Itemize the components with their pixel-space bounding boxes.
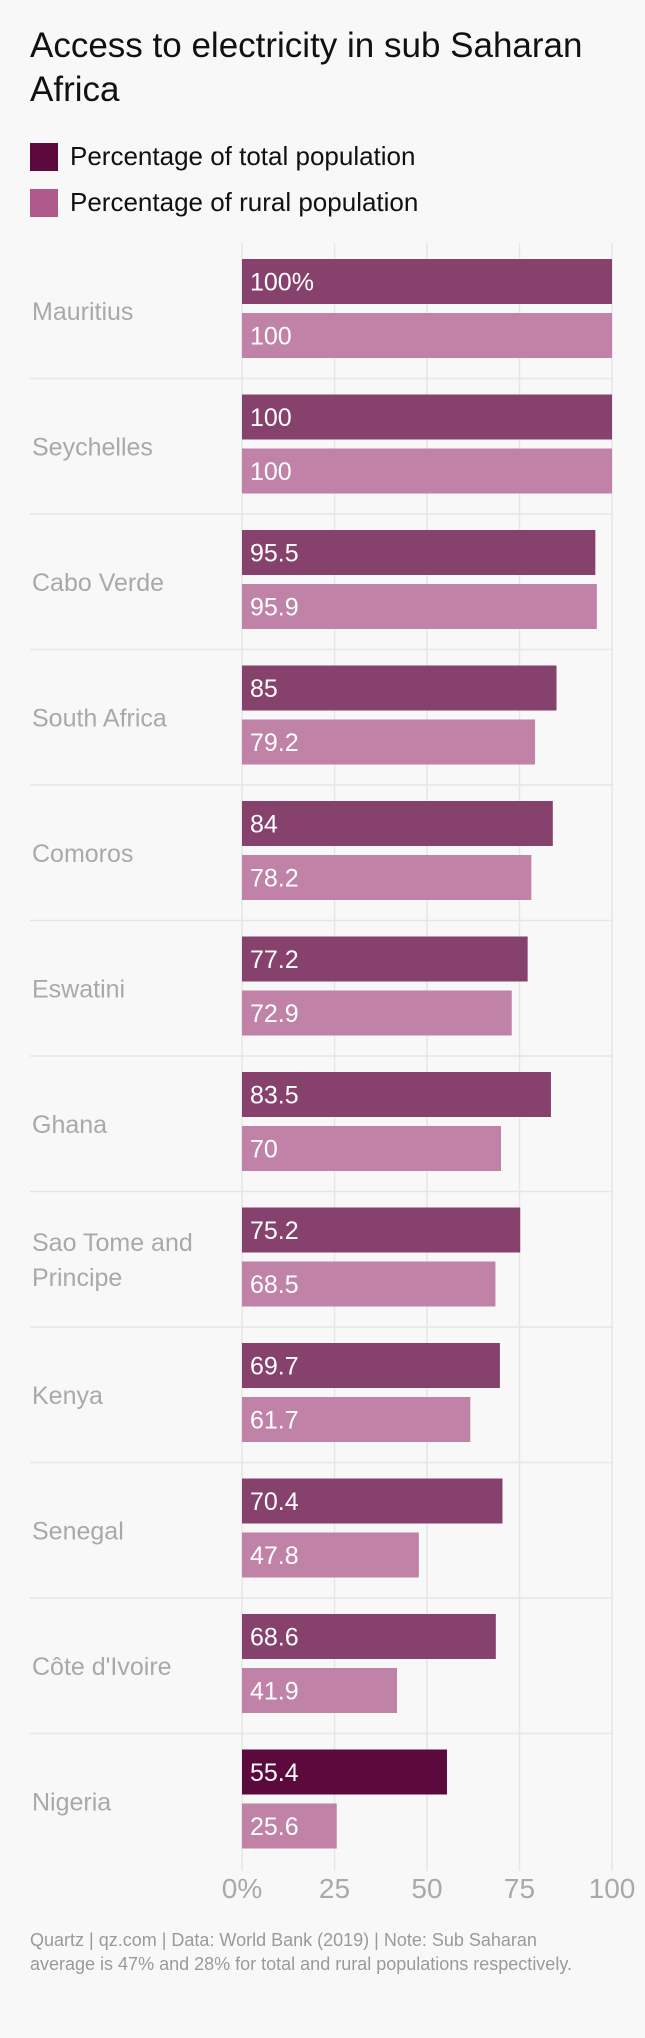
bar-label-total: 100	[250, 404, 292, 432]
bar-label-rural: 100	[250, 323, 292, 351]
bar-label-total: 83.5	[250, 1082, 299, 1110]
country-label: Comoros	[32, 840, 133, 868]
x-tick-label: 100	[589, 1873, 636, 1904]
bar-label-total: 95.5	[250, 540, 299, 568]
bar-total	[242, 1207, 521, 1253]
bar-label-rural: 78.2	[250, 865, 299, 893]
country-label: Ghana	[32, 1111, 107, 1139]
bar-rural	[242, 313, 612, 358]
country-label: Kenya	[32, 1382, 103, 1410]
bar-label-total: 69.7	[250, 1353, 299, 1381]
country-label: Cabo Verde	[32, 569, 164, 597]
bar-rural	[242, 448, 612, 494]
x-tick-label: 25	[319, 1873, 350, 1904]
bar-total	[242, 1343, 500, 1388]
country-label-line: Senegal	[32, 1518, 124, 1546]
bar-rural	[242, 1126, 501, 1171]
bar-label-total: 84	[250, 811, 278, 839]
country-label-line: Eswatini	[32, 976, 125, 1004]
bar-total	[242, 259, 612, 304]
country-label-line: Sao Tome and	[32, 1229, 193, 1257]
country-label: Côte d'Ivoire	[32, 1653, 172, 1681]
bar-rural	[242, 1803, 337, 1849]
bar-total	[242, 530, 596, 575]
bar-label-rural: 61.7	[250, 1407, 299, 1435]
country-label-line: Mauritius	[32, 298, 133, 326]
chart-legend: Percentage of total population Percentag…	[30, 140, 418, 232]
country-label-line: Seychelles	[32, 434, 153, 462]
country-label-line: Côte d'Ivoire	[32, 1653, 172, 1681]
x-tick-label: 50	[411, 1873, 442, 1904]
bar-total	[242, 1614, 496, 1659]
bar-total	[242, 1749, 447, 1795]
bar-total	[242, 1072, 551, 1117]
legend-label-total: Percentage of total population	[70, 141, 416, 171]
bar-label-total: 75.2	[250, 1217, 299, 1245]
bar-label-rural: 79.2	[250, 729, 299, 757]
bar-rural	[242, 584, 597, 629]
bar-label-rural: 100	[250, 458, 292, 486]
x-tick-label: 0%	[222, 1873, 262, 1904]
legend-label-rural: Percentage of rural population	[70, 187, 419, 217]
chart-footer: Quartz | qz.com | Data: World Bank (2019…	[30, 1930, 572, 1974]
bar-rural	[242, 1668, 398, 1713]
legend-swatch-total	[30, 142, 58, 171]
country-label: Sao Tome and Principe	[32, 1229, 193, 1292]
bar-total	[242, 936, 528, 982]
bar-label-total: 55.4	[250, 1759, 299, 1787]
bar-rural	[242, 1397, 471, 1442]
country-label-line: Ghana	[32, 1111, 107, 1139]
country-label: South Africa	[32, 705, 167, 733]
country-label-line: Cabo Verde	[32, 569, 164, 597]
bar-rural	[242, 855, 532, 900]
country-label: Mauritius	[32, 298, 133, 326]
country-label: Senegal	[32, 1518, 124, 1546]
bar-total	[242, 801, 553, 846]
bar-label-rural: 41.9	[250, 1678, 299, 1706]
page-title: Access to electricity in sub Saharan Afr…	[30, 26, 583, 109]
legend-item-total: Percentage of total population	[30, 140, 418, 173]
country-label: Eswatini	[32, 976, 125, 1004]
country-label: Seychelles	[32, 434, 153, 462]
bar-label-rural: 95.9	[250, 594, 299, 622]
bar-rural	[242, 990, 512, 1036]
bar-label-rural: 47.8	[250, 1542, 299, 1570]
country-label: Nigeria	[32, 1789, 111, 1817]
bar-chart: Mauritius 100% 100 Seychelles 100 100 Cabo Ver…	[30, 243, 636, 1904]
bar-label-rural: 25.6	[250, 1813, 299, 1841]
bar-label-total: 70.4	[250, 1488, 299, 1516]
bar-label-total: 68.6	[250, 1624, 299, 1652]
bar-label-total: 100%	[250, 269, 314, 297]
country-label-line: Comoros	[32, 840, 133, 868]
bar-total	[242, 394, 612, 440]
country-label-line: Kenya	[32, 1382, 103, 1410]
bar-rural	[242, 1261, 496, 1307]
country-label-line: Principe	[32, 1264, 122, 1292]
legend-swatch-rural	[30, 188, 58, 217]
country-label-line: Nigeria	[32, 1789, 111, 1817]
bar-total	[242, 1478, 503, 1524]
legend-item-rural: Percentage of rural population	[30, 186, 418, 219]
x-tick-label: 75	[504, 1873, 535, 1904]
bar-rural	[242, 719, 536, 765]
bar-label-rural: 70	[250, 1136, 278, 1164]
bar-label-rural: 68.5	[250, 1271, 299, 1299]
bar-rural	[242, 1532, 419, 1578]
bar-total	[242, 665, 557, 711]
bar-label-total: 77.2	[250, 946, 299, 974]
bar-label-total: 85	[250, 675, 278, 703]
bar-label-rural: 72.9	[250, 1000, 299, 1028]
country-label-line: South Africa	[32, 705, 167, 733]
